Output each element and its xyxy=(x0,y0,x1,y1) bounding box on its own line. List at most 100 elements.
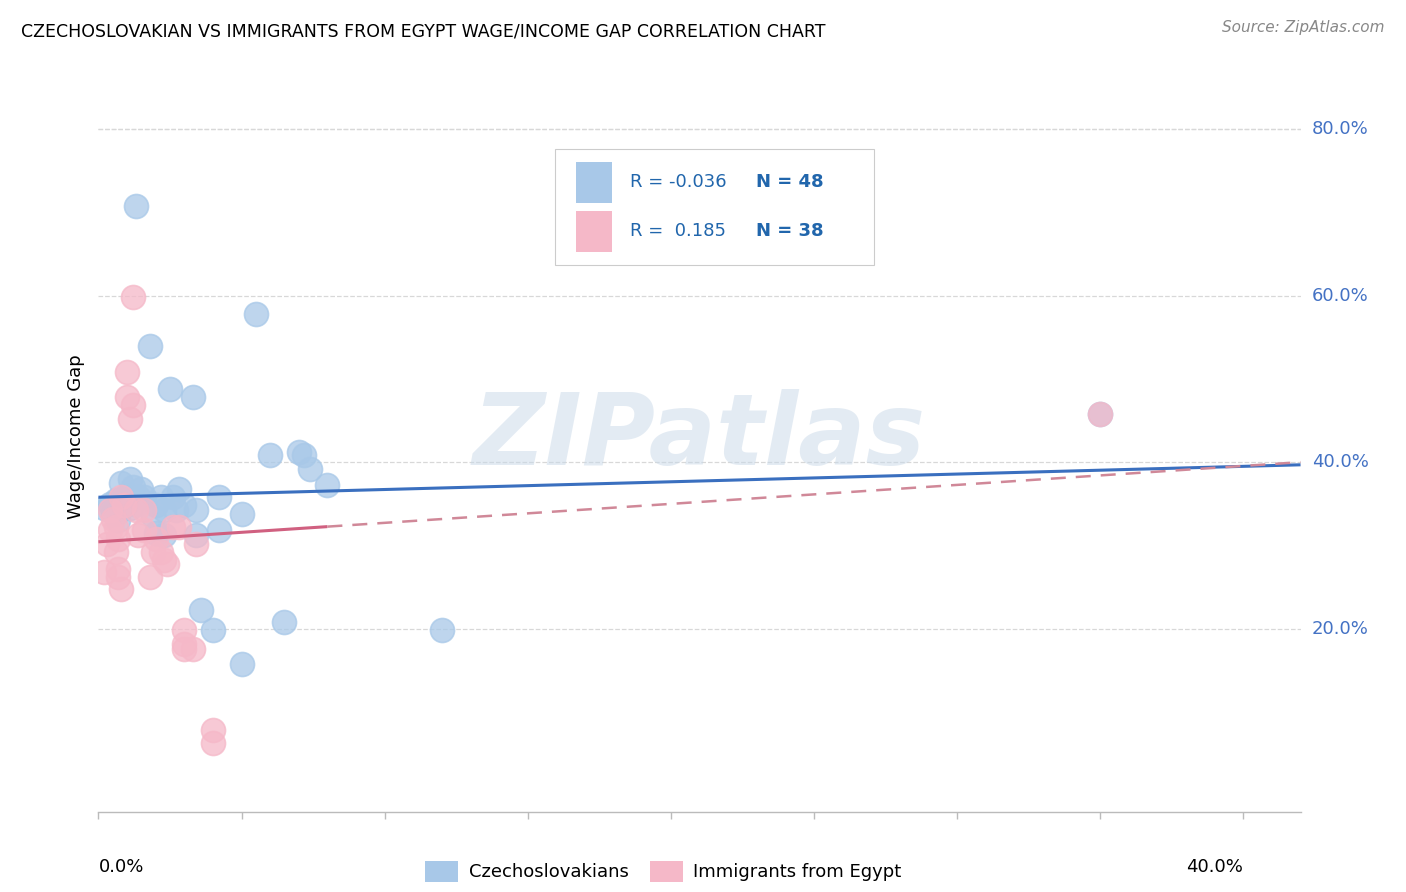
Point xyxy=(259,449,281,463)
Point xyxy=(128,528,150,542)
Text: Source: ZipAtlas.com: Source: ZipAtlas.com xyxy=(1222,20,1385,35)
Point xyxy=(98,497,121,511)
Point xyxy=(184,536,207,550)
Point xyxy=(145,499,167,513)
Point xyxy=(201,736,224,750)
Point xyxy=(104,545,127,559)
Point xyxy=(115,390,138,404)
Point xyxy=(173,636,195,650)
Point xyxy=(121,480,143,494)
Point xyxy=(139,570,162,584)
Legend: Czechoslovakians, Immigrants from Egypt: Czechoslovakians, Immigrants from Egypt xyxy=(418,854,908,888)
Point xyxy=(118,411,141,425)
Point xyxy=(101,511,124,525)
Point xyxy=(115,497,138,511)
Point xyxy=(118,472,141,486)
Point xyxy=(299,461,322,475)
Point xyxy=(118,500,141,515)
Point xyxy=(128,490,150,504)
Point xyxy=(121,399,143,413)
Point xyxy=(110,582,132,596)
Text: 40.0%: 40.0% xyxy=(1312,453,1368,471)
Y-axis label: Wage/Income Gap: Wage/Income Gap xyxy=(66,355,84,519)
Point xyxy=(112,499,135,513)
Point xyxy=(201,723,224,738)
Point xyxy=(153,528,176,542)
Point xyxy=(107,505,129,519)
Point xyxy=(153,553,176,567)
Point xyxy=(107,570,129,584)
Point xyxy=(107,561,129,575)
Point xyxy=(162,490,184,504)
Point xyxy=(139,338,162,352)
Point xyxy=(134,490,156,504)
Point xyxy=(98,503,121,517)
FancyBboxPatch shape xyxy=(575,161,612,202)
Point xyxy=(104,492,127,507)
Point xyxy=(190,603,212,617)
Point xyxy=(273,615,295,629)
Point xyxy=(110,490,132,504)
Point xyxy=(1088,407,1111,421)
Point xyxy=(124,503,146,517)
Text: 0.0%: 0.0% xyxy=(98,857,143,876)
Text: CZECHOSLOVAKIAN VS IMMIGRANTS FROM EGYPT WAGE/INCOME GAP CORRELATION CHART: CZECHOSLOVAKIAN VS IMMIGRANTS FROM EGYPT… xyxy=(21,22,825,40)
Text: 20.0%: 20.0% xyxy=(1312,620,1368,638)
Point xyxy=(96,536,118,550)
Point xyxy=(93,565,115,579)
Point xyxy=(181,390,204,404)
Point xyxy=(153,503,176,517)
Point xyxy=(1088,407,1111,421)
Text: R = -0.036: R = -0.036 xyxy=(630,173,727,191)
Point xyxy=(173,499,195,513)
FancyBboxPatch shape xyxy=(575,211,612,252)
Point xyxy=(430,624,453,638)
Point xyxy=(142,545,165,559)
Point xyxy=(124,497,146,511)
Point xyxy=(131,482,153,496)
Point xyxy=(121,290,143,304)
Point xyxy=(245,307,267,321)
Point xyxy=(159,382,181,396)
Point xyxy=(98,524,121,538)
Point xyxy=(134,503,156,517)
Point xyxy=(145,532,167,546)
Point xyxy=(184,503,207,517)
Point xyxy=(145,525,167,540)
Point xyxy=(162,520,184,534)
Point xyxy=(287,445,309,459)
Point xyxy=(134,524,156,538)
Text: N = 48: N = 48 xyxy=(756,173,824,191)
Point xyxy=(231,507,253,521)
Point xyxy=(115,488,138,502)
Point xyxy=(208,490,231,504)
Point xyxy=(124,199,146,213)
Point xyxy=(181,642,204,657)
Text: 60.0%: 60.0% xyxy=(1312,286,1368,304)
FancyBboxPatch shape xyxy=(555,149,873,265)
Point xyxy=(104,520,127,534)
Text: 40.0%: 40.0% xyxy=(1187,857,1243,876)
Point xyxy=(93,500,115,515)
Point xyxy=(115,365,138,379)
Point xyxy=(156,557,179,571)
Text: N = 38: N = 38 xyxy=(756,222,824,240)
Point xyxy=(231,657,253,671)
Point xyxy=(107,532,129,546)
Point xyxy=(167,520,190,534)
Point xyxy=(107,513,129,527)
Text: 80.0%: 80.0% xyxy=(1312,120,1368,138)
Point xyxy=(167,482,190,496)
Text: R =  0.185: R = 0.185 xyxy=(630,222,725,240)
Point xyxy=(208,524,231,538)
Point xyxy=(142,509,165,524)
Point xyxy=(201,624,224,638)
Point xyxy=(184,528,207,542)
Point xyxy=(165,503,187,517)
Point xyxy=(316,478,339,492)
Text: ZIPatlas: ZIPatlas xyxy=(472,389,927,485)
Point xyxy=(101,505,124,519)
Point xyxy=(173,642,195,657)
Point xyxy=(150,490,173,504)
Point xyxy=(110,500,132,515)
